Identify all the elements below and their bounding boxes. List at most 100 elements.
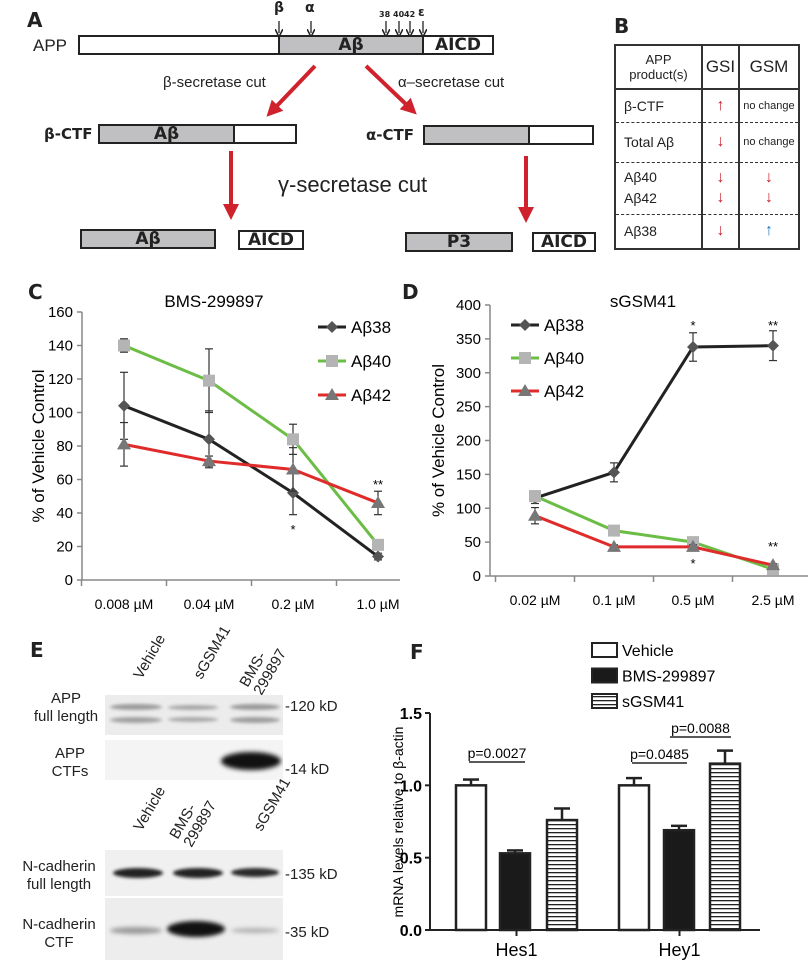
panel-e-label: E xyxy=(30,638,44,662)
legend-marker xyxy=(325,388,339,400)
legend-label: Aβ42 xyxy=(351,386,391,405)
beta-secretase-arrow-icon xyxy=(266,64,317,117)
y-tick-label: 160 xyxy=(48,304,73,321)
x-tick-label: Hes1 xyxy=(495,940,537,960)
legend-label: Vehicle xyxy=(622,643,674,660)
y-tick-label: 140 xyxy=(48,338,73,355)
legend-label: Aβ42 xyxy=(544,382,584,401)
p-value-label: p=0.0027 xyxy=(468,745,527,761)
aicd-product-left: AICD xyxy=(238,230,304,250)
y-tick-label: 1.0 xyxy=(400,778,422,795)
alpha-ctf-aicd-segment xyxy=(528,125,594,145)
data-point xyxy=(372,550,384,563)
alpha-ctf-label: α-CTF xyxy=(366,126,415,144)
blot-ncadherin-full-length xyxy=(105,850,283,896)
epsilon-cut-site-label: ε xyxy=(418,5,425,19)
chart-title: sGSM41 xyxy=(610,292,676,311)
y-tick-label: 40 xyxy=(56,505,73,522)
abeta-product: Aβ xyxy=(80,229,216,249)
legend-marker xyxy=(519,352,531,364)
alpha-secretase-cut-label: α–secretase cut xyxy=(398,74,505,91)
legend-label: BMS-299897 xyxy=(622,669,715,686)
significance-marker: ** xyxy=(768,318,778,333)
series-line-Aβ42 xyxy=(123,442,379,505)
legend-label: sGSM41 xyxy=(622,694,684,711)
row-label-app-ctfs: APP CTFs xyxy=(51,745,89,780)
data-point xyxy=(608,524,620,537)
data-point xyxy=(203,374,215,387)
panel-f-label: F xyxy=(410,640,424,664)
row-label-ncadherin-ctf: N-cadherin CTF xyxy=(22,916,96,951)
panel-a-label: A xyxy=(27,8,43,32)
y-tick-label: 250 xyxy=(456,399,481,416)
cut-site-38-label: 38 xyxy=(379,10,391,19)
gsi-gsm-effects-table: APP product(s) GSI GSM β-CTF ↑ no change Tot… xyxy=(614,44,801,250)
y-tick-label: 0 xyxy=(65,572,73,589)
arrow-down-icon: ↓ xyxy=(716,133,725,150)
series-line-Aβ38 xyxy=(534,344,774,500)
legend-label: Aβ40 xyxy=(351,352,391,371)
significance-marker: * xyxy=(290,522,295,537)
panel-c-label: C xyxy=(28,280,43,304)
row-product: Aβ40 Aβ42 xyxy=(614,162,703,214)
y-tick-label: 80 xyxy=(56,438,73,455)
y-tick-label: 400 xyxy=(456,297,481,314)
significance-marker: ** xyxy=(768,539,778,554)
aicd-product-right: AICD xyxy=(532,232,596,252)
legend-marker xyxy=(326,321,338,333)
kd-marker-14: -14 kD xyxy=(285,761,330,778)
blot-app-ctfs xyxy=(105,740,283,780)
x-tick-label: 0.04 µM xyxy=(184,596,235,612)
kd-marker-135: -135 kD xyxy=(285,866,338,883)
p3-product: P3 xyxy=(405,232,513,252)
bar-Vehicle-Hes1 xyxy=(454,784,488,932)
header-app-product: APP product(s) xyxy=(614,45,703,89)
app-abeta-segment: Aβ xyxy=(278,35,424,55)
legend-label: Aβ38 xyxy=(351,318,391,337)
legend-marker xyxy=(519,319,531,331)
row-gsm: no change xyxy=(737,89,801,122)
data-point xyxy=(608,466,620,479)
y-tick-label: 60 xyxy=(56,472,73,489)
y-axis-label: % of Vehicle Control xyxy=(29,369,48,522)
panel-b-label: B xyxy=(614,14,630,38)
y-tick-label: 100 xyxy=(48,405,73,422)
panel-a-arrows xyxy=(223,21,534,223)
series-line-Aβ40 xyxy=(123,344,380,546)
data-point xyxy=(203,433,215,446)
data-point xyxy=(286,462,300,475)
blot-app-full-length xyxy=(105,695,283,735)
x-tick-label: 2.5 µM xyxy=(751,592,794,608)
cut-site-40-label: 40 xyxy=(393,10,405,19)
legend-marker xyxy=(326,355,338,367)
y-tick-label: 350 xyxy=(456,331,481,348)
data-point xyxy=(686,539,700,552)
y-tick-label: 50 xyxy=(464,534,481,551)
y-tick-label: 0 xyxy=(473,568,481,585)
data-point xyxy=(372,538,384,551)
legend-label: Aβ40 xyxy=(544,349,584,368)
arrow-up-blue-icon: ↑ xyxy=(764,222,773,240)
row-product: Aβ38 xyxy=(614,214,703,249)
bar-sGSM41-Hes1 xyxy=(545,818,579,932)
x-tick-label: 0.008 µM xyxy=(95,596,154,612)
data-point xyxy=(371,495,385,508)
beta-cut-site-label: β xyxy=(274,0,285,16)
significance-marker: * xyxy=(690,556,695,571)
beta-secretase-cut-label: β-secretase cut xyxy=(163,74,266,91)
arrow-down-icon: ↓ xyxy=(716,222,725,240)
y-tick-label: 100 xyxy=(456,500,481,517)
cut-site-42-label: 42 xyxy=(404,10,416,19)
bar-BMS-299897-Hes1 xyxy=(498,852,532,932)
kd-marker-120: -120 kD xyxy=(285,698,338,715)
data-point xyxy=(287,486,299,499)
row-label-app-full-length: APP full length xyxy=(33,690,99,725)
row-label-ncadherin-full-length: N-cadherin full length xyxy=(22,858,96,893)
header-gsi: GSI xyxy=(701,45,740,89)
data-point xyxy=(687,341,699,354)
series-line-Aβ42 xyxy=(534,514,774,567)
x-tick-label: 0.5 µM xyxy=(671,592,714,608)
y-tick-label: 1.5 xyxy=(400,706,422,723)
beta-ctf-aicd-segment xyxy=(233,124,297,144)
